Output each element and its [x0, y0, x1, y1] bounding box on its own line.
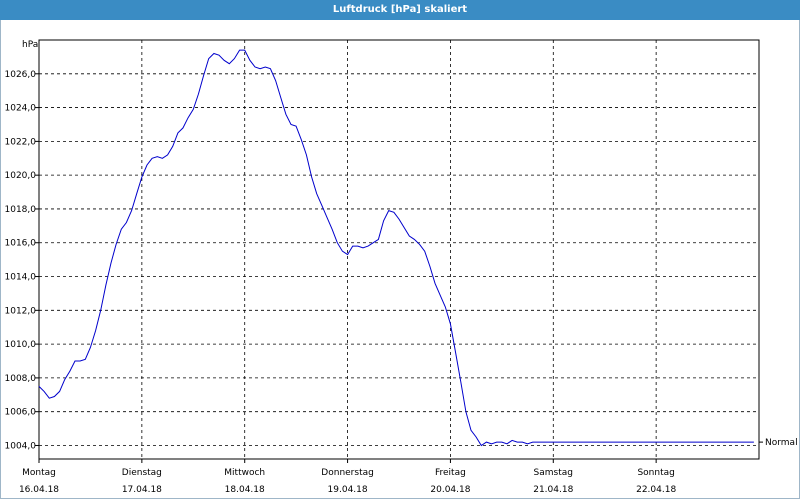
y-tick-label: 1014,0 [5, 273, 37, 283]
y-axis-unit-label: hPa [22, 40, 38, 50]
x-tick-date-label: 16.04.18 [19, 485, 59, 495]
y-tick-label: 1022,0 [5, 137, 37, 147]
x-tick-date-label: 22.04.18 [636, 485, 676, 495]
grid-lines [39, 40, 759, 459]
y-tick-label: 1006,0 [5, 408, 37, 418]
y-tick-label: 1004,0 [5, 441, 37, 451]
x-axis-ticks: Montag 16.04.18 Dienstag 17.04.18 Mittwoch 18… [19, 459, 676, 495]
y-tick-label: 1020,0 [5, 171, 37, 181]
normal-reference-label: Normal [765, 438, 798, 448]
x-tick-day-label: Montag [22, 468, 56, 478]
y-tick-label: 1018,0 [5, 205, 37, 215]
x-tick-day-label: Mittwoch [224, 468, 265, 478]
plot-area [38, 39, 760, 460]
x-tick-day-label: Samstag [534, 468, 573, 478]
y-axis-ticks: 1004,0 1006,0 1008,0 1010,0 1012,0 1014,0 1016… [5, 70, 39, 451]
x-tick-day-label: Sonntag [637, 468, 674, 478]
x-tick-day-label: Dienstag [122, 468, 162, 478]
y-tick-label: 1016,0 [5, 239, 37, 249]
pressure-series-line [38, 49, 754, 447]
x-tick-date-label: 21.04.18 [533, 485, 573, 495]
x-tick-date-label: 17.04.18 [122, 485, 162, 495]
y-tick-label: 1026,0 [5, 70, 37, 80]
x-tick-date-label: 18.04.18 [225, 485, 265, 495]
x-tick-day-label: Freitag [435, 468, 466, 478]
x-tick-date-label: 20.04.18 [430, 485, 470, 495]
window-title: Luftdruck [hPa] skaliert [0, 0, 800, 20]
y-tick-label: 1012,0 [5, 306, 37, 316]
y-tick-label: 1024,0 [5, 104, 37, 114]
y-tick-label: 1010,0 [5, 340, 37, 350]
y-tick-label: 1008,0 [5, 374, 37, 384]
x-tick-day-label: Donnerstag [321, 468, 374, 478]
x-tick-date-label: 19.04.18 [328, 485, 368, 495]
